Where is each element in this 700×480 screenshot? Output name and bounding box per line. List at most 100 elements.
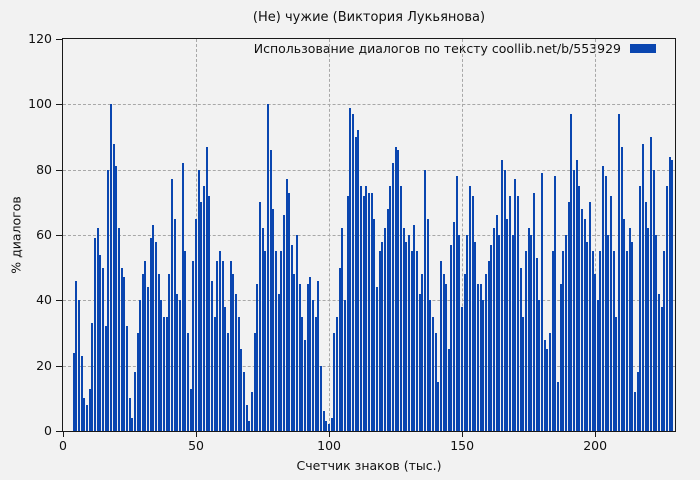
bar: [213, 316, 216, 431]
bar: [509, 195, 512, 431]
bar: [407, 235, 410, 431]
bar: [612, 251, 615, 431]
bar: [639, 186, 642, 431]
y-tick-mark: [56, 39, 62, 40]
legend-label: Использование диалогов по тексту coollib…: [253, 41, 621, 56]
bar: [474, 241, 477, 431]
bar: [618, 114, 621, 431]
bar: [218, 251, 221, 431]
bar: [285, 179, 288, 431]
bar: [514, 179, 517, 431]
bar: [378, 251, 381, 431]
bar: [381, 241, 384, 431]
bar: [224, 306, 227, 431]
bar: [426, 218, 429, 431]
bar: [349, 107, 352, 431]
y-tick-mark: [56, 235, 62, 236]
bar: [399, 186, 402, 431]
bar: [163, 316, 166, 431]
x-tick-label: 100: [317, 438, 341, 453]
bar: [607, 235, 610, 431]
bar: [583, 218, 586, 431]
bar: [461, 306, 464, 431]
bar: [277, 293, 280, 431]
bar: [72, 352, 75, 431]
bar: [237, 316, 240, 431]
bar: [634, 391, 637, 431]
bar: [660, 306, 663, 431]
bar: [498, 235, 501, 431]
bar: [325, 421, 328, 431]
x-tick-mark: [329, 432, 331, 437]
bar: [128, 398, 131, 431]
bar: [437, 382, 440, 431]
bar: [192, 261, 195, 431]
bar: [535, 257, 538, 431]
bar: [586, 241, 589, 431]
bar: [296, 235, 299, 431]
bar: [373, 218, 376, 431]
bar: [564, 235, 567, 431]
bar: [314, 316, 317, 431]
bar: [165, 316, 168, 431]
bar: [203, 186, 206, 431]
y-tick-label: 120: [28, 31, 52, 46]
x-tick-mark: [462, 432, 464, 437]
bar: [155, 241, 158, 431]
gridline-horizontal: [63, 169, 675, 171]
bar: [365, 186, 368, 431]
bar: [591, 251, 594, 431]
bar: [524, 251, 527, 431]
bar: [431, 316, 434, 431]
bar: [125, 326, 128, 431]
bar: [101, 267, 104, 431]
x-tick-label: 0: [59, 438, 67, 453]
gridline-horizontal: [63, 104, 675, 106]
bar: [405, 241, 408, 431]
bar: [195, 218, 198, 431]
bar: [466, 235, 469, 431]
bar: [485, 274, 488, 431]
bar: [415, 251, 418, 431]
bar: [242, 372, 245, 431]
bar: [330, 417, 333, 431]
bar: [490, 244, 493, 431]
bar: [344, 300, 347, 431]
bar: [562, 251, 565, 431]
bar: [211, 280, 213, 431]
bar: [540, 172, 543, 431]
bar: [240, 349, 243, 431]
bar: [160, 300, 163, 431]
x-tick-mark: [63, 432, 64, 437]
bar: [644, 202, 647, 431]
bar: [147, 287, 150, 431]
bar: [293, 274, 296, 431]
bar: [341, 228, 344, 431]
y-tick-label: 40: [36, 292, 52, 308]
bar: [269, 150, 272, 431]
bar: [352, 114, 355, 431]
bar: [394, 146, 397, 431]
bar: [527, 228, 530, 431]
bar: [501, 159, 504, 431]
x-tick-label: 200: [583, 438, 608, 453]
bar: [429, 300, 432, 431]
bar: [506, 218, 509, 431]
bar: [413, 225, 416, 431]
bar: [77, 300, 80, 431]
bar: [423, 169, 426, 431]
gridline-vertical: [462, 39, 464, 431]
bar: [604, 176, 607, 431]
bar: [85, 404, 88, 431]
bar: [503, 169, 506, 431]
bar: [628, 228, 631, 431]
bar: [109, 104, 112, 431]
bar: [354, 137, 357, 431]
bar: [280, 251, 283, 431]
bar: [620, 146, 623, 431]
y-tick-mark: [56, 104, 62, 106]
bar: [556, 382, 559, 431]
bar: [301, 316, 304, 431]
bar: [229, 261, 232, 431]
